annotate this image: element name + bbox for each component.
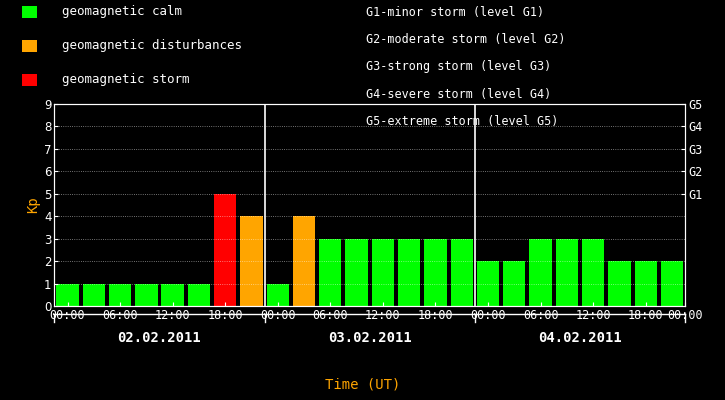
Text: G2-moderate storm (level G2): G2-moderate storm (level G2)	[366, 33, 566, 46]
Bar	[135, 284, 157, 306]
Bar	[660, 261, 683, 306]
Bar	[398, 239, 420, 306]
Bar	[450, 239, 473, 306]
Bar	[582, 239, 605, 306]
Bar	[267, 284, 289, 306]
Bar	[529, 239, 552, 306]
Bar	[503, 261, 526, 306]
Text: 02.02.2011: 02.02.2011	[117, 331, 202, 345]
Text: G4-severe storm (level G4): G4-severe storm (level G4)	[366, 88, 552, 101]
Text: geomagnetic storm: geomagnetic storm	[62, 74, 189, 86]
Text: G5-extreme storm (level G5): G5-extreme storm (level G5)	[366, 115, 558, 128]
Bar	[293, 216, 315, 306]
Bar	[608, 261, 631, 306]
Bar	[634, 261, 657, 306]
Bar	[240, 216, 262, 306]
Text: 04.02.2011: 04.02.2011	[538, 331, 622, 345]
Bar	[214, 194, 236, 306]
Bar	[555, 239, 578, 306]
Text: geomagnetic disturbances: geomagnetic disturbances	[62, 40, 241, 52]
Text: Time (UT): Time (UT)	[325, 378, 400, 392]
Bar	[319, 239, 341, 306]
Bar	[57, 284, 79, 306]
Y-axis label: Kp: Kp	[26, 197, 40, 213]
Bar	[424, 239, 447, 306]
Text: 03.02.2011: 03.02.2011	[328, 331, 412, 345]
Bar	[477, 261, 500, 306]
Text: geomagnetic calm: geomagnetic calm	[62, 6, 182, 18]
Bar	[162, 284, 184, 306]
Bar	[345, 239, 368, 306]
Bar	[188, 284, 210, 306]
Bar	[372, 239, 394, 306]
Text: G1-minor storm (level G1): G1-minor storm (level G1)	[366, 6, 544, 19]
Bar	[109, 284, 131, 306]
Text: G3-strong storm (level G3): G3-strong storm (level G3)	[366, 60, 552, 74]
Bar	[83, 284, 105, 306]
